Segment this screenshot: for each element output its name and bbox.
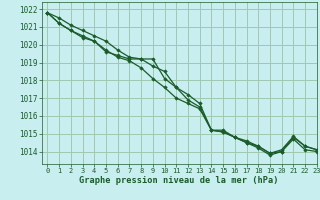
X-axis label: Graphe pression niveau de la mer (hPa): Graphe pression niveau de la mer (hPa) [79,176,279,185]
